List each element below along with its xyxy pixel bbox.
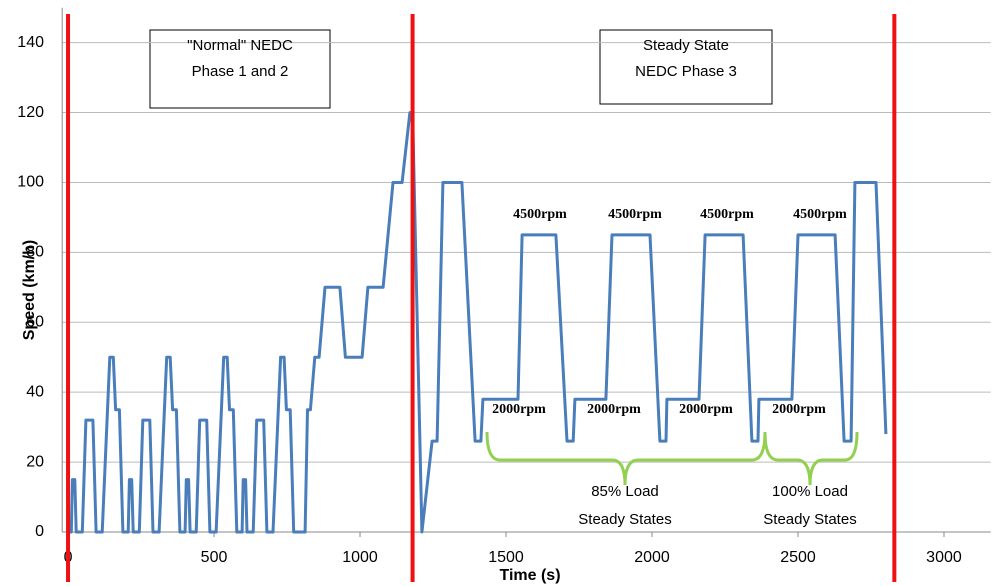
rpm-label: 2000rpm <box>772 402 826 417</box>
y-tick-label: 140 <box>17 34 44 51</box>
brace-label: Steady States <box>578 511 671 528</box>
y-tick-label: 40 <box>26 383 44 400</box>
annotation-text: Phase 1 and 2 <box>192 63 289 80</box>
y-axis-title: Speed (km/h) <box>21 240 38 340</box>
rpm-label: 4500rpm <box>700 207 754 222</box>
annotation-text: NEDC Phase 3 <box>635 63 737 80</box>
rpm-label: 2000rpm <box>492 402 546 417</box>
brace-label: Steady States <box>763 511 856 528</box>
y-tick-label: 80 <box>26 244 44 261</box>
rpm-label: 2000rpm <box>587 402 641 417</box>
x-tick-label: 2000 <box>634 549 670 566</box>
rpm-label: 2000rpm <box>679 402 733 417</box>
y-tick-label: 100 <box>17 174 44 191</box>
y-tick-label: 120 <box>17 104 44 121</box>
x-tick-label: 500 <box>201 549 228 566</box>
brace-label: 85% Load <box>591 483 659 500</box>
rpm-label: 4500rpm <box>513 207 567 222</box>
brace-label: 100% Load <box>772 483 848 500</box>
y-tick-label: 60 <box>26 313 44 330</box>
y-tick-label: 20 <box>26 453 44 470</box>
x-tick-label: 3000 <box>926 549 962 566</box>
annotation-text: Steady State <box>643 37 729 54</box>
x-tick-label: 1000 <box>342 549 378 566</box>
rpm-label: 4500rpm <box>793 207 847 222</box>
x-tick-label: 2500 <box>780 549 816 566</box>
brace <box>485 431 767 486</box>
y-tick-label: 0 <box>35 523 44 540</box>
x-axis-title: Time (s) <box>499 567 560 584</box>
brace <box>763 431 859 486</box>
rpm-label: 4500rpm <box>608 207 662 222</box>
annotation-text: "Normal" NEDC <box>187 37 293 54</box>
speed-line <box>68 111 888 534</box>
x-tick-label: 1500 <box>488 549 524 566</box>
